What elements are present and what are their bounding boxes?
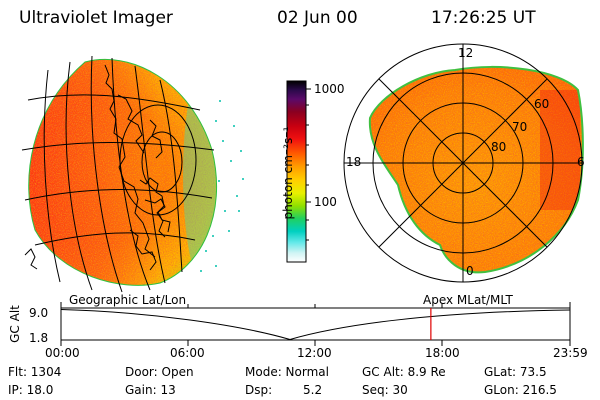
observation-date: 02 Jun 00 (277, 8, 358, 28)
colorbar-tick-100: 100 (314, 195, 337, 209)
mlt-label-0: 0 (466, 264, 474, 278)
colorbar-ticks (306, 88, 311, 241)
gc-alt-value: GC Alt: 8.9 Re (362, 365, 446, 379)
gain-value: Gain: 13 (125, 383, 176, 397)
mlat-label-80: 80 (491, 140, 507, 154)
color-scale-bar (286, 80, 307, 263)
coastlines (24, 64, 171, 271)
door-status: Door: Open (125, 365, 194, 379)
mlat-label-60: 60 (534, 97, 550, 111)
alt-y-min: 1.8 (29, 331, 49, 345)
time-axis-ticks (60, 302, 571, 346)
colorbar-unit-label: photon cm⁻²s⁻¹ (281, 126, 295, 220)
polar-grid (343, 43, 583, 283)
polar-image (343, 43, 584, 283)
mode-value: Mode: Normal (245, 365, 329, 379)
geographic-label: Geographic Lat/Lon (69, 293, 187, 307)
sequence-number: Seq: 30 (362, 383, 408, 397)
mlt-label-6: 6 (577, 155, 585, 169)
geo-grid-lines (21, 55, 215, 293)
geo-latitude: GLat: 73.5 (484, 365, 547, 379)
time-tick-0000: 00:00 (45, 346, 80, 360)
instrument-title: Ultraviolet Imager (19, 8, 173, 28)
mlt-label-12: 12 (458, 46, 474, 60)
time-tick-2359: 23:59 (553, 346, 588, 360)
observation-time: 17:26:25 UT (431, 8, 536, 28)
apex-label: Apex MLat/MLT (423, 293, 513, 307)
flight-number: Flt: 1304 (8, 365, 62, 379)
alt-y-max: 9.0 (29, 306, 49, 320)
dsp-value: 5.2 (303, 383, 323, 397)
altitude-plot (60, 302, 571, 346)
time-tick-1800: 18:00 (425, 346, 460, 360)
noise-speckle (200, 100, 244, 272)
geo-longitude: GLon: 216.5 (484, 383, 557, 397)
colorbar-tick-1000: 1000 (314, 82, 345, 96)
ip-value: IP: 18.0 (8, 383, 54, 397)
geographic-image (21, 55, 244, 293)
mlt-label-18: 18 (346, 155, 362, 169)
mlat-label-70: 70 (512, 120, 528, 134)
gc-alt-axis-label: GC Alt (8, 305, 22, 343)
time-tick-0600: 06:00 (170, 346, 205, 360)
time-tick-1200: 12:00 (297, 346, 332, 360)
dsp-label: Dsp: (245, 383, 273, 397)
